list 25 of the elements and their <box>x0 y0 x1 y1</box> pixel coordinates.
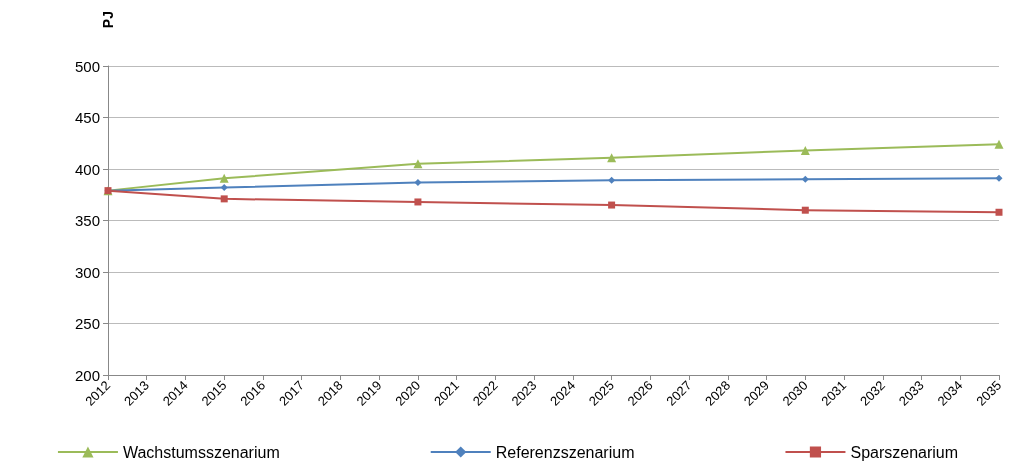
point <box>801 206 809 214</box>
point <box>220 195 228 203</box>
point <box>608 176 616 184</box>
y-tick-label: 400 <box>74 160 100 178</box>
point <box>995 174 1003 182</box>
y-tick-label: 350 <box>74 212 100 229</box>
legend-label: Wachstumsszenarium <box>122 443 280 461</box>
legend-label: Sparszenarium <box>850 443 959 461</box>
point <box>219 173 229 183</box>
y-tick-label: 200 <box>74 366 100 384</box>
point <box>994 139 1004 149</box>
y-tick-label: 300 <box>74 263 100 281</box>
point <box>800 145 810 155</box>
point <box>220 184 228 192</box>
point <box>414 198 422 206</box>
point <box>995 208 1003 216</box>
y-tick-label: 500 <box>74 57 100 75</box>
point <box>607 153 617 163</box>
y-tick-label: 450 <box>74 109 100 126</box>
point <box>414 178 422 186</box>
y-tick-label: 250 <box>74 315 100 332</box>
legend-label: Referenzszenarium <box>495 443 635 461</box>
point <box>801 175 809 183</box>
point <box>608 201 616 209</box>
y-axis-title: PJ <box>100 11 116 29</box>
